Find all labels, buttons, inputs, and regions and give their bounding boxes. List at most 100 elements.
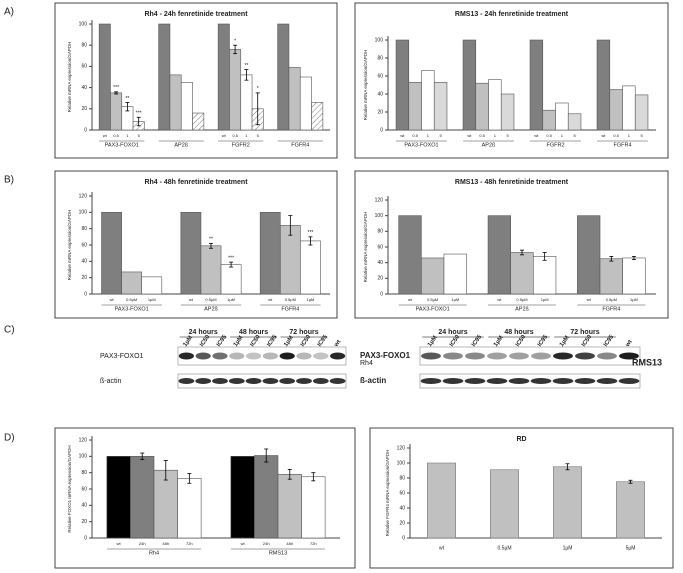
time-header: 48 hours — [239, 329, 268, 336]
y-tick-label: 100 — [79, 454, 88, 460]
y-tick-label: 80 — [81, 470, 87, 476]
group-label: FGFR4 — [281, 306, 299, 312]
group-label: FGFR2 — [546, 142, 564, 148]
bar — [398, 215, 422, 295]
band — [178, 378, 195, 384]
x-sublabel: 0.5µM — [427, 297, 438, 302]
x-sublabel: wt — [400, 133, 405, 138]
bar — [577, 215, 601, 295]
band — [195, 378, 212, 384]
x-sublabel: 0.5µM — [285, 297, 296, 302]
x-tick-label: wt — [439, 545, 445, 551]
band — [597, 352, 617, 360]
band — [178, 352, 194, 360]
x-sublabel: wt — [497, 297, 502, 302]
group-label: PAX3-FOXO1 — [105, 142, 139, 148]
bar — [622, 257, 646, 295]
y-tick-label: 40 — [377, 91, 383, 97]
x-sublabel: 0.5 — [113, 133, 119, 138]
group-label: FGFR2 — [232, 142, 250, 148]
bar — [141, 276, 163, 295]
x-sublabel: 0.5µM — [606, 297, 617, 302]
bar — [110, 92, 123, 131]
y-axis-label: Relative mRNA expression/GAPDH — [67, 210, 72, 281]
bar — [553, 466, 582, 539]
x-sublabel: wt — [222, 133, 227, 138]
bar — [192, 112, 205, 131]
band — [487, 352, 507, 360]
y-axis-label: Relative FGFR4 mRNA expression/GAPDH — [385, 450, 390, 537]
cell-line: RMS13 — [632, 357, 662, 367]
group-label: AP2ß — [515, 306, 529, 312]
y-tick-label: 100 — [79, 21, 88, 27]
band — [552, 378, 574, 384]
lane-label: IC95 — [266, 334, 279, 348]
bar — [288, 67, 301, 131]
blot — [177, 346, 347, 366]
row-label: ß-actin — [100, 378, 122, 385]
band — [262, 352, 278, 360]
y-tick-label: 60 — [399, 490, 405, 496]
band — [553, 352, 573, 360]
bar — [220, 264, 242, 295]
bar — [443, 253, 467, 295]
x-sublabel: wt — [189, 297, 194, 302]
bar — [299, 76, 312, 131]
chart-title: RD — [516, 436, 526, 443]
bar — [217, 23, 230, 131]
band — [464, 378, 486, 384]
significance: *** — [228, 255, 234, 261]
y-tick-label: 100 — [79, 210, 88, 216]
x-sublabel: 0.5µM — [516, 297, 527, 302]
chart-title: RMS13 - 48h fenretinide treatment — [455, 179, 569, 186]
row-label: ß-actin — [360, 376, 386, 385]
bar — [616, 481, 645, 539]
band — [229, 352, 245, 360]
x-sublabel: 0.5 — [232, 133, 238, 138]
bar — [180, 82, 193, 131]
y-tick-label: 20 — [81, 106, 87, 112]
y-tick-label: 120 — [397, 445, 406, 451]
x-sublabel: 0.5 — [613, 133, 619, 138]
y-tick-label: 120 — [79, 193, 88, 199]
lane-label: wt — [624, 339, 633, 349]
x-sublabel: 0.5 — [546, 133, 552, 138]
y-tick-label: 80 — [399, 475, 405, 481]
x-sublabel: 5 — [640, 133, 643, 138]
y-tick-label: 0 — [380, 291, 383, 297]
x-sublabel: wt — [601, 133, 606, 138]
lane-label: IC95 — [603, 334, 616, 348]
band — [279, 352, 295, 360]
band — [465, 352, 485, 360]
bar — [158, 23, 171, 131]
group-label: PAX3-FOXO1 — [115, 306, 149, 312]
y-tick-label: 60 — [377, 244, 383, 250]
bar — [609, 89, 623, 131]
y-tick-label: 40 — [399, 505, 405, 511]
bar — [98, 23, 111, 131]
bar — [475, 82, 489, 131]
row-label: PAX3-FOXO1 — [360, 351, 411, 360]
y-axis-label: Relative FOXO1 mRNA expression/GAPDH — [67, 445, 72, 532]
lane-label: IC95 — [471, 334, 484, 348]
row-label: PAX3-FOXO1 — [100, 353, 144, 360]
y-tick-label: 40 — [81, 85, 87, 91]
bar — [634, 94, 649, 131]
band — [212, 352, 228, 360]
lane-label: 1µM — [283, 335, 295, 348]
y-tick-label: 20 — [81, 275, 87, 281]
lane-label: 1µM — [427, 335, 439, 348]
bar — [622, 85, 636, 131]
x-sublabel: 1 — [126, 133, 129, 138]
chart-title: RMS13 - 24h fenretinide treatment — [455, 11, 569, 18]
bar — [121, 271, 143, 295]
significance: *** — [113, 85, 119, 91]
band — [486, 378, 508, 384]
band — [531, 352, 551, 360]
group-label: AP2ß — [482, 142, 496, 148]
x-sublabel: 1µM — [306, 297, 314, 302]
y-tick-label: 100 — [375, 213, 384, 219]
y-tick-label: 40 — [81, 503, 87, 509]
y-tick-label: 0 — [84, 127, 87, 133]
x-sublabel: 0.5µM — [126, 297, 137, 302]
